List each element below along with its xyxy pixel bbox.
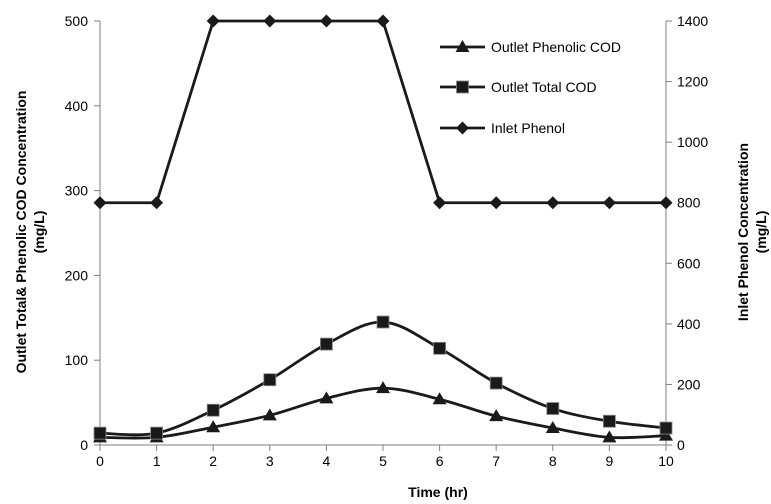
legend-label: Outlet Total COD [491, 79, 597, 95]
series-line-outlet-phenolic-cod [99, 386, 667, 440]
x-tick-label: 1 [153, 453, 161, 469]
axes-layer: 0 1 2 3 4 5 6 7 8 9 100100200300400500020040060080… [65, 13, 709, 469]
data-point-outlet-total-cod [376, 315, 390, 329]
y-right-axis-title-line1: Inlet Phenol Concentration [735, 143, 751, 321]
data-point-outlet-total-cod [319, 337, 333, 351]
y-left-tick-label: 400 [65, 98, 89, 114]
data-point-inlet-phenol [319, 14, 333, 28]
legend-label: Outlet Phenolic COD [491, 39, 621, 55]
data-point-outlet-phenolic-cod [262, 408, 277, 421]
data-point-inlet-phenol [93, 196, 107, 210]
data-point-outlet-total-cod [263, 373, 277, 387]
series-outlet-total-cod [93, 315, 673, 440]
data-point-outlet-total-cod [150, 426, 164, 440]
legend-marker [456, 80, 469, 94]
data-point-outlet-phenolic-cod [319, 391, 334, 404]
data-point-inlet-phenol [489, 196, 503, 210]
data-point-inlet-phenol [150, 196, 164, 210]
series-line-outlet-total-cod [99, 320, 667, 437]
data-point-inlet-phenol [602, 196, 616, 210]
x-tick-label: 8 [549, 453, 557, 469]
y-right-axis-title-line2: (mg/L) [753, 211, 769, 254]
legend-marker [456, 121, 469, 135]
data-point-inlet-phenol [546, 196, 560, 210]
y-right-tick-label: 600 [677, 255, 701, 271]
series-layer [93, 14, 673, 443]
x-tick-label: 3 [266, 453, 274, 469]
data-point-outlet-phenolic-cod [489, 409, 504, 422]
data-point-inlet-phenol [659, 196, 673, 210]
data-point-outlet-total-cod [659, 421, 673, 435]
data-point-outlet-total-cod [489, 376, 503, 390]
y-right-tick-label: 400 [677, 316, 701, 332]
data-point-outlet-total-cod [93, 426, 107, 440]
x-tick-label: 10 [658, 453, 674, 469]
legend-item-inlet-phenol: Inlet Phenol [440, 120, 565, 136]
y-left-tick-label: 100 [65, 352, 89, 368]
x-tick-label: 9 [606, 453, 614, 469]
data-point-outlet-total-cod [603, 414, 616, 428]
data-point-outlet-total-cod [546, 402, 560, 415]
data-point-outlet-phenolic-cod [376, 381, 390, 394]
legend-label: Inlet Phenol [491, 120, 565, 136]
x-axis-title: Time (hr) [408, 484, 468, 500]
y-right-tick-label: 1200 [677, 74, 708, 90]
y-right-tick-label: 1000 [677, 134, 708, 150]
x-tick-label: 6 [436, 453, 444, 469]
x-tick-label: 7 [492, 453, 500, 469]
x-tick-label: 5 [379, 453, 387, 469]
data-point-outlet-phenolic-cod [206, 420, 221, 433]
legend-item-outlet-phenolic-cod: Outlet Phenolic COD [440, 39, 621, 55]
y-left-axis-title-line1: Outlet Total& Phenolic COD Concentration [13, 91, 29, 374]
data-point-outlet-phenolic-cod [659, 428, 673, 441]
y-left-axis-title-line2: (mg/L) [31, 211, 47, 254]
y-left-tick-label: 0 [80, 437, 88, 453]
y-right-tick-label: 0 [677, 437, 685, 453]
legend: Outlet Phenolic COD Outlet Total COD Inlet… [440, 39, 621, 136]
data-point-outlet-phenolic-cod [432, 392, 447, 405]
y-left-tick-label: 200 [65, 267, 89, 283]
y-left-tick-label: 500 [65, 13, 89, 29]
x-tick-label: 0 [96, 453, 104, 469]
y-right-tick-label: 800 [677, 195, 701, 211]
series-outlet-phenolic-cod [93, 381, 673, 443]
legend-item-outlet-total-cod: Outlet Total COD [440, 79, 597, 95]
x-tick-label: 4 [323, 453, 331, 469]
data-point-outlet-phenolic-cod [545, 421, 560, 434]
data-point-inlet-phenol [206, 14, 220, 28]
legend-marker [455, 40, 470, 52]
data-point-outlet-phenolic-cod [602, 430, 617, 443]
y-right-tick-label: 1400 [677, 13, 708, 29]
data-point-inlet-phenol [263, 14, 277, 28]
x-tick-label: 2 [209, 453, 217, 469]
y-left-tick-label: 300 [65, 183, 89, 199]
y-right-tick-label: 200 [677, 376, 701, 392]
data-point-outlet-total-cod [206, 403, 220, 417]
series-inlet-phenol [93, 14, 673, 210]
data-point-outlet-total-cod [433, 341, 447, 355]
data-point-inlet-phenol [433, 196, 447, 210]
data-point-inlet-phenol [376, 14, 390, 28]
